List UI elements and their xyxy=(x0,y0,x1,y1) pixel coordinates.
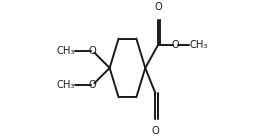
Text: O: O xyxy=(152,126,159,136)
Text: O: O xyxy=(154,2,162,12)
Text: O: O xyxy=(89,46,96,56)
Text: CH₃: CH₃ xyxy=(56,46,75,56)
Text: CH₃: CH₃ xyxy=(190,40,208,50)
Text: CH₃: CH₃ xyxy=(56,80,75,90)
Text: O: O xyxy=(89,80,96,90)
Text: O: O xyxy=(171,40,179,50)
